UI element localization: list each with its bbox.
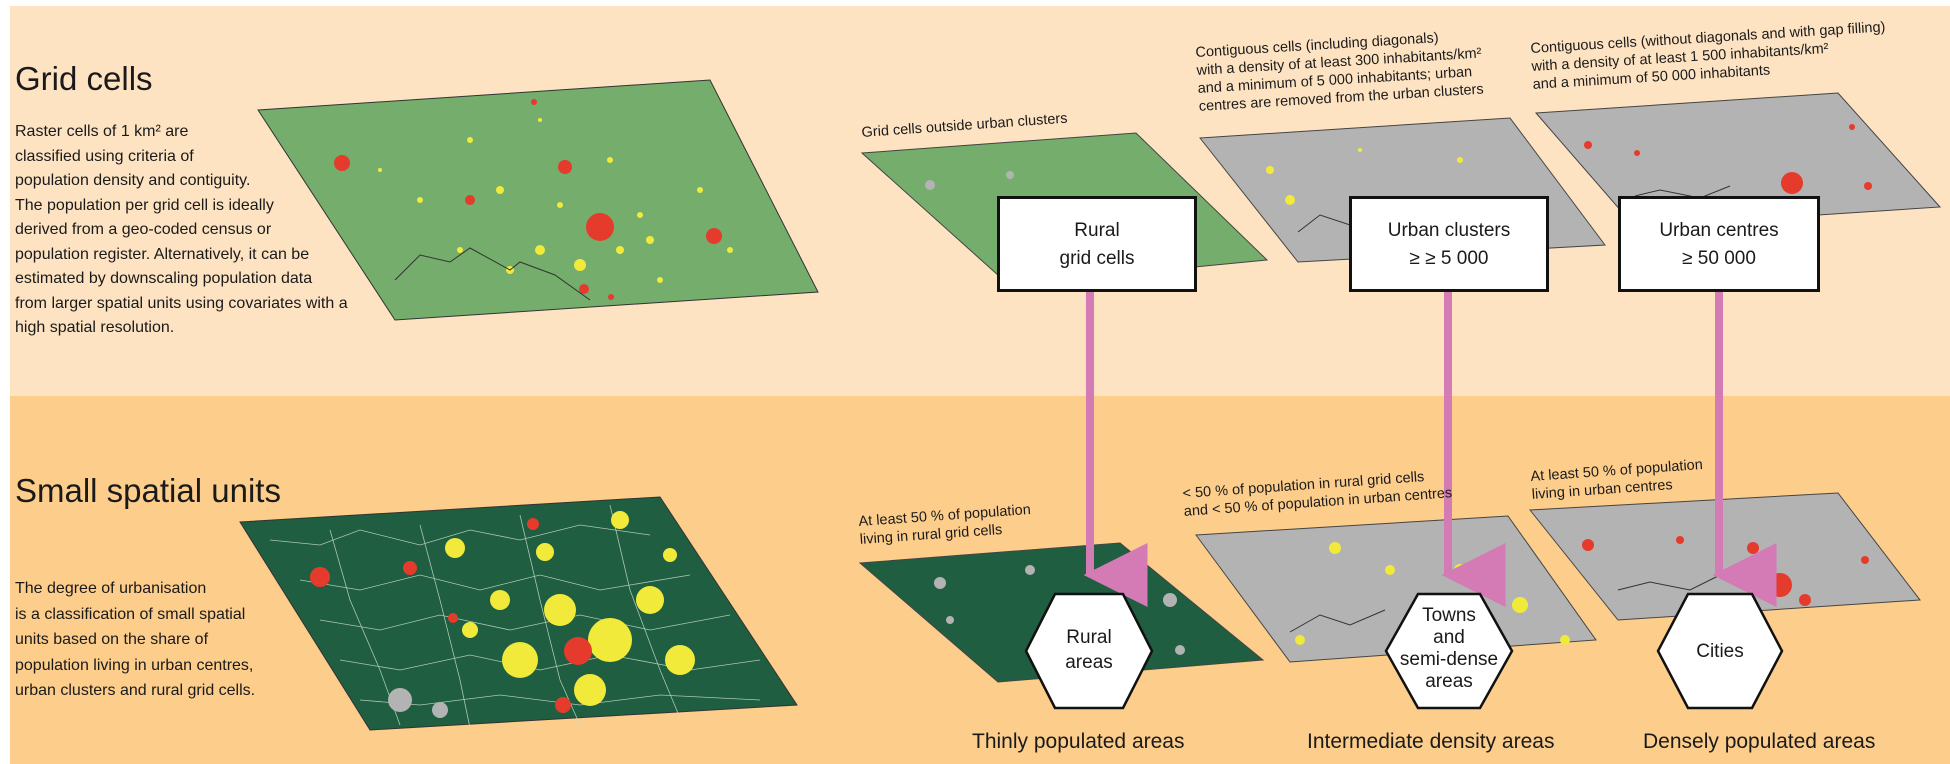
arrows: [1083, 292, 1777, 607]
grid-cells-title: Grid cells: [15, 60, 153, 97]
svg-text:Towns: Towns: [1422, 605, 1476, 626]
spatial-units-title: Small spatial units: [15, 472, 281, 509]
svg-text:areas: areas: [1065, 652, 1113, 673]
svg-text:semi-dense: semi-dense: [1400, 649, 1498, 670]
hexagon-rural-areas: Rural areas: [1024, 592, 1154, 710]
figure-heading: [0, 0, 1950, 6]
hexagon-towns: Towns and semi-dense areas: [1384, 592, 1514, 710]
densely-populated-label: Densely populated areas: [1643, 730, 1876, 753]
hexagon-cities: Cities: [1656, 592, 1784, 710]
svg-text:areas: areas: [1425, 671, 1473, 692]
thinly-populated-label: Thinly populated areas: [972, 730, 1185, 753]
urban-centres-map: [1534, 92, 1942, 228]
rural-grid-cells-box: Rural grid cells: [997, 196, 1197, 292]
spatial-units-map: [239, 496, 798, 731]
grid-cells-description: Raster cells of 1 km² are classified usi…: [15, 123, 348, 336]
grid-cells-map: [257, 79, 819, 321]
urban-clusters-box: Urban clusters ≥ ≥ 5 000: [1349, 196, 1549, 292]
spatial-units-description: The degree of urbanisation is a classifi…: [15, 580, 256, 699]
intermediate-density-label: Intermediate density areas: [1307, 730, 1555, 753]
svg-text:Rural: Rural: [1066, 627, 1111, 648]
svg-text:Cities: Cities: [1696, 641, 1744, 662]
urban-centres-box: Urban centres ≥ 50 000: [1618, 196, 1820, 292]
svg-text:and: and: [1433, 627, 1465, 648]
